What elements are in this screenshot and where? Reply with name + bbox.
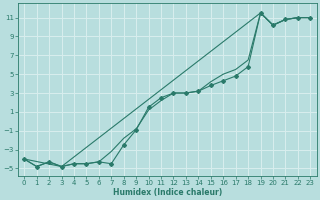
X-axis label: Humidex (Indice chaleur): Humidex (Indice chaleur) [113,188,222,197]
